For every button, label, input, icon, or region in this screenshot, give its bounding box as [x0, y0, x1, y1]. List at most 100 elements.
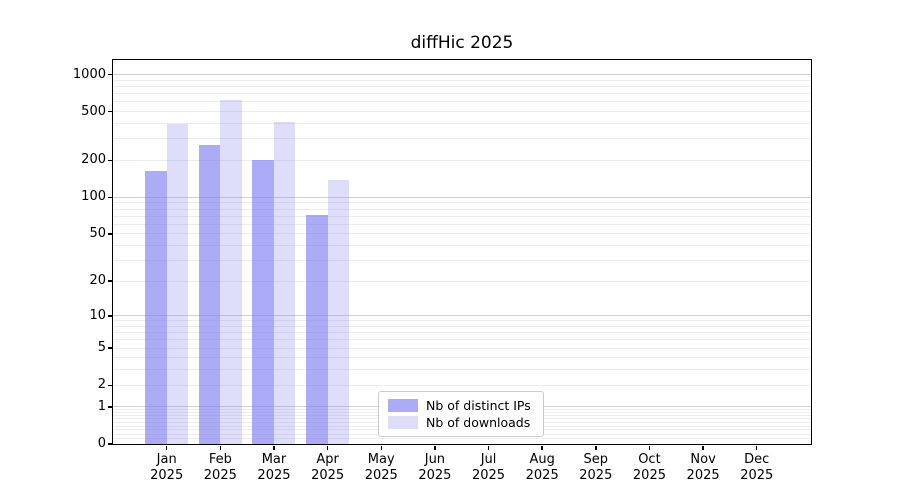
x-tick-year: 2025	[579, 468, 613, 483]
legend-label-distinct-ips: Nb of distinct IPs	[426, 397, 531, 413]
y-tick-label: 5	[97, 340, 106, 356]
legend-swatch-distinct-ips	[388, 398, 418, 412]
x-tick-mark	[273, 445, 275, 450]
minor-gridline	[113, 384, 811, 386]
minor-gridline	[113, 223, 811, 225]
minor-gridline	[113, 339, 811, 341]
plot-area: Nb of distinct IPs Nb of downloads	[113, 60, 811, 444]
minor-gridline	[113, 332, 811, 334]
y-tick-label: 1	[97, 398, 106, 414]
x-tick-year: 2025	[686, 468, 720, 483]
x-tick-month: Apr	[316, 452, 339, 467]
x-tick-label: Jul 2025	[447, 452, 531, 484]
x-tick-label: Apr 2025	[286, 452, 370, 484]
x-tick-label: Oct 2025	[607, 452, 691, 484]
legend-swatch-downloads	[388, 416, 418, 430]
y-tick-label: 10	[89, 307, 106, 323]
legend-item-distinct-ips: Nb of distinct IPs	[388, 398, 534, 413]
major-gridline	[113, 74, 811, 76]
x-tick-month: Jul	[480, 452, 497, 467]
bar-mar-2025-downloads	[273, 122, 296, 444]
minor-gridline	[113, 111, 811, 113]
bar-apr-2025-distinct-ips	[306, 214, 328, 444]
bars-layer	[113, 60, 811, 444]
y-tick-label: 200	[81, 152, 106, 168]
bar-apr-2025-downloads	[327, 180, 350, 444]
x-tick-mark	[219, 445, 222, 450]
minor-gridline	[113, 280, 811, 282]
x-tick-year: 2025	[632, 468, 666, 483]
minor-gridline	[113, 320, 811, 322]
y-tick-mark	[107, 110, 112, 113]
x-tick-mark	[595, 445, 597, 450]
y-tick-mark	[107, 406, 112, 408]
x-tick-year: 2025	[311, 468, 345, 483]
y-tick-mark	[107, 159, 112, 162]
bar-jan-2025-downloads	[166, 123, 189, 444]
x-tick-label: May 2025	[339, 452, 423, 484]
minor-gridline	[113, 159, 811, 161]
y-tick-label: 0	[97, 436, 106, 451]
x-tick-label: Nov 2025	[661, 452, 745, 484]
y-tick-label: 2	[97, 377, 106, 393]
x-tick-label: Sep 2025	[554, 452, 638, 484]
x-tick-year: 2025	[364, 468, 398, 483]
x-tick-label: Aug 2025	[500, 452, 584, 484]
y-tick-label: 50	[89, 225, 106, 241]
minor-gridline	[113, 244, 811, 246]
major-gridline	[113, 196, 811, 198]
x-tick-year: 2025	[150, 468, 184, 483]
x-tick-mark	[487, 445, 490, 450]
x-tick-mark	[702, 445, 704, 450]
x-tick-month: Jan	[156, 452, 177, 467]
x-tick-mark	[434, 445, 436, 450]
minor-gridline	[113, 86, 811, 88]
bar-feb-2025-distinct-ips	[198, 145, 221, 444]
x-tick-month: Jun	[424, 452, 446, 467]
x-tick-label: Jun 2025	[393, 452, 477, 484]
x-tick-year: 2025	[257, 468, 291, 483]
x-tick-mark	[165, 445, 168, 450]
x-tick-label: Dec 2025	[715, 452, 799, 484]
x-tick-month: Nov	[690, 452, 716, 467]
x-tick-year: 2025	[740, 468, 774, 483]
x-tick-month: Sep	[583, 452, 609, 467]
x-tick-year: 2025	[525, 468, 559, 483]
x-tick-mark	[648, 445, 651, 450]
minor-gridline	[113, 215, 811, 217]
bar-jan-2025-distinct-ips	[145, 170, 167, 444]
x-tick-label: Jan 2025	[125, 452, 209, 484]
y-tick-label: 100	[81, 189, 106, 205]
y-tick-mark	[107, 280, 112, 282]
y-tick-label: 1000	[72, 66, 106, 82]
y-tick-mark	[107, 384, 112, 387]
x-tick-month: Oct	[638, 452, 661, 467]
minor-gridline	[113, 259, 811, 261]
y-tick-label: 500	[81, 103, 106, 119]
bar-mar-2025-distinct-ips	[252, 159, 274, 444]
legend-item-downloads: Nb of downloads	[388, 415, 534, 430]
minor-gridline	[113, 326, 811, 328]
minor-gridline	[113, 208, 811, 210]
y-tick-mark	[107, 315, 112, 317]
y-tick-mark	[107, 443, 112, 445]
chart-title: diffHic 2025	[410, 33, 514, 53]
minor-gridline	[113, 101, 811, 103]
y-tick-mark	[107, 233, 112, 235]
minor-gridline	[113, 438, 811, 440]
x-tick-month: Feb	[208, 452, 232, 467]
legend-label-downloads: Nb of downloads	[426, 415, 531, 431]
legend: Nb of distinct IPs Nb of downloads	[378, 391, 544, 437]
x-tick-mark	[755, 445, 758, 450]
x-tick-month: May	[367, 452, 395, 467]
x-tick-month: Dec	[744, 452, 770, 467]
minor-gridline	[113, 93, 811, 95]
y-tick-mark	[107, 347, 112, 349]
y-tick-mark	[107, 196, 112, 199]
minor-gridline	[113, 79, 811, 81]
x-tick-month: Mar	[261, 452, 287, 467]
minor-gridline	[113, 369, 811, 371]
x-tick-year: 2025	[203, 468, 237, 483]
minor-gridline	[113, 202, 811, 204]
